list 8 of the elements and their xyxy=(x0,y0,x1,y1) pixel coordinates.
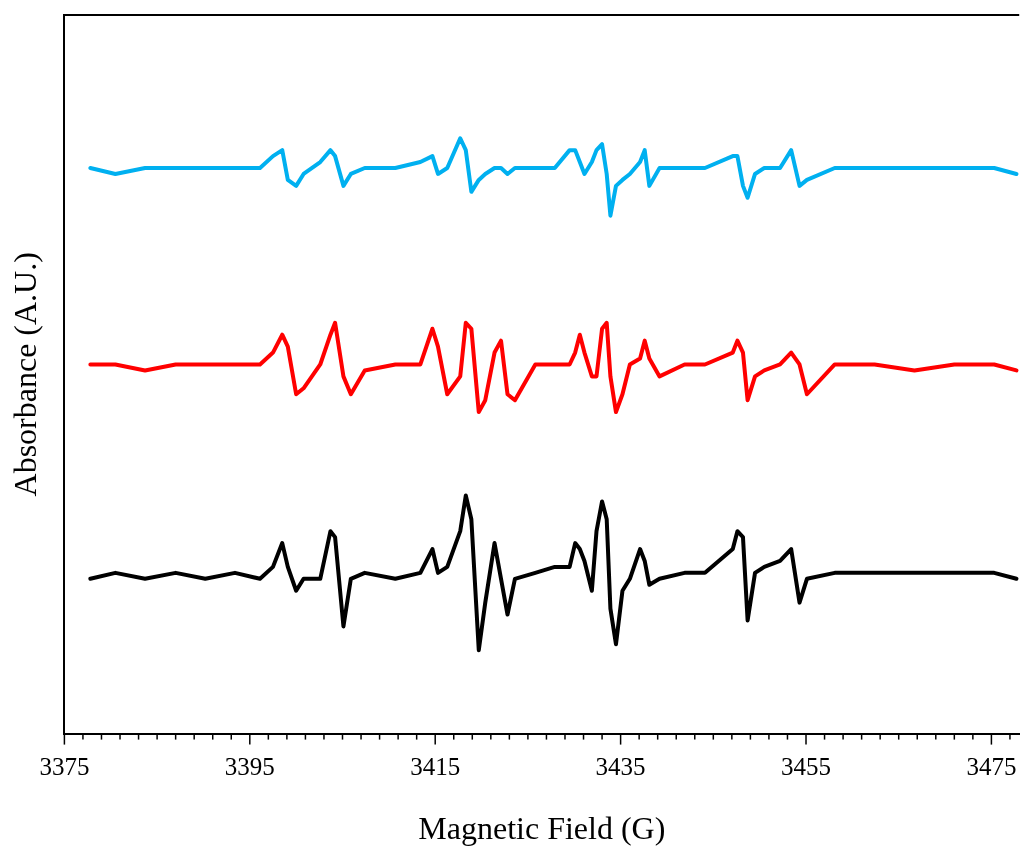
x-axis-title: Magnetic Field (G) xyxy=(418,810,666,847)
x-tick-label: 3475 xyxy=(966,753,1017,781)
x-tick-label: 3375 xyxy=(39,753,90,781)
x-tick-label: 3455 xyxy=(781,753,832,781)
x-tick-label: 3415 xyxy=(410,753,461,781)
x-tick-label: 3395 xyxy=(224,753,275,781)
y-axis-title: Absorbance (A.U.) xyxy=(6,252,43,497)
x-tick-label: 3435 xyxy=(595,753,646,781)
